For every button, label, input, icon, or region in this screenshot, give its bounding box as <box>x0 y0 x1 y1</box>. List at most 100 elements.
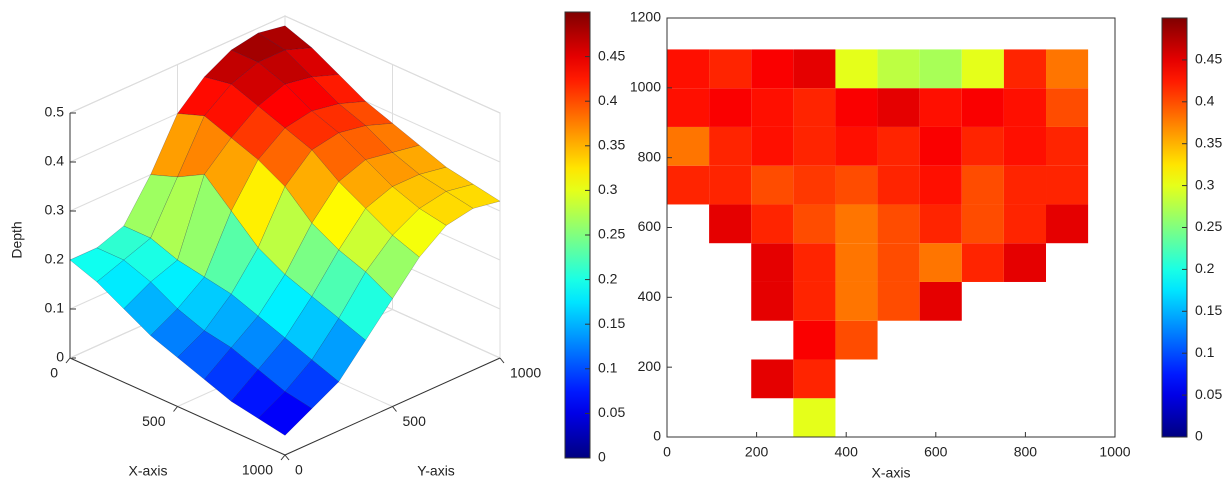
heat-cell <box>835 88 878 127</box>
x-tick-label: 200 <box>745 444 769 460</box>
surface-patch <box>338 271 393 341</box>
heat-cell <box>961 165 1004 205</box>
colorbar-tick-label: 0.35 <box>598 137 625 153</box>
colorbar-tick-label: 0.2 <box>598 270 618 286</box>
colorbar-tick-label: 0.4 <box>1195 93 1215 109</box>
heat-cell <box>1003 243 1047 282</box>
heat-cell <box>1046 88 1089 127</box>
heat-cell <box>877 243 920 282</box>
heat-cell <box>835 49 878 89</box>
y-tick-label: 800 <box>638 148 662 164</box>
colorbar-tick-label: 0.2 <box>1195 260 1215 276</box>
heat-cell <box>835 320 878 360</box>
heat-cell <box>793 398 836 437</box>
heat-cell <box>751 126 794 166</box>
heat-cell <box>835 243 878 282</box>
x-tick-label: 800 <box>1014 444 1038 460</box>
heat-cell <box>961 49 1004 89</box>
x-tick-label: 0 <box>663 444 671 460</box>
heat-cell <box>751 204 794 244</box>
heat-cell <box>919 165 962 205</box>
x-tick-label: 400 <box>835 444 859 460</box>
heat-cell <box>751 359 794 399</box>
surface-patch <box>257 391 313 436</box>
colorbar-tick-label: 0.45 <box>598 47 625 63</box>
heat-cell <box>877 281 920 321</box>
heat-cell <box>667 126 710 166</box>
heat-cell <box>1046 204 1089 244</box>
heat-cell <box>961 243 1004 282</box>
heat-cell <box>1003 126 1047 166</box>
heat-cell <box>919 49 962 89</box>
colorbar-tick-label: 0.1 <box>1195 344 1215 360</box>
heat-cell <box>709 49 752 89</box>
x-tick-label: 0 <box>50 365 58 381</box>
heat-cell <box>793 320 836 360</box>
heat-cell <box>667 49 710 89</box>
heat-cell <box>877 126 920 166</box>
heat-cell <box>751 243 794 282</box>
y-tick-label: 1000 <box>510 365 541 381</box>
heat-cell <box>667 88 710 127</box>
heat-cell <box>961 204 1004 244</box>
z-tick-label: 0.3 <box>45 202 65 218</box>
y-tick-label: 500 <box>403 413 427 429</box>
heat-cell <box>919 204 962 244</box>
colorbar-tick-label: 0.15 <box>598 315 625 331</box>
heat-cell <box>1003 49 1047 89</box>
heat-cell <box>961 88 1004 127</box>
heat-cell <box>793 49 836 89</box>
colorbar-tick-label: 0.3 <box>598 181 618 197</box>
heat-cell <box>1046 165 1089 205</box>
x-tick <box>173 406 178 412</box>
colorbar-tick-label: 0.15 <box>1195 302 1222 318</box>
heat-cell <box>961 126 1004 166</box>
colorbar-tick-label: 0.4 <box>598 92 618 108</box>
heat-cell <box>919 88 962 127</box>
heat-cell <box>793 359 836 399</box>
y-tick <box>284 454 290 461</box>
heat-cell <box>835 126 878 166</box>
heat-cell <box>1003 204 1047 244</box>
y-tick <box>499 357 505 364</box>
heat-cell <box>1046 49 1089 89</box>
z-tick-label: 0.1 <box>45 300 65 316</box>
colorbar-tick-label: 0 <box>598 449 606 465</box>
axis-line <box>284 357 501 456</box>
heat-cell <box>877 88 920 127</box>
surface-patch <box>284 359 340 409</box>
y-tick-label: 400 <box>638 288 662 304</box>
heat-cell <box>667 165 710 205</box>
y-tick-label: 200 <box>638 358 662 374</box>
heat-cell <box>793 204 836 244</box>
colorbar-tick-label: 0.45 <box>1195 51 1222 67</box>
x-tick-label: 600 <box>924 444 948 460</box>
heat-cell <box>751 49 794 89</box>
colorbar-tick-label: 0.1 <box>598 360 618 376</box>
heat-cell <box>793 88 836 127</box>
heat-cell <box>835 165 878 205</box>
heat-cell <box>1046 126 1089 166</box>
y-tick-label: 0 <box>295 462 303 478</box>
colorbar-tick-label: 0.05 <box>1195 386 1222 402</box>
heat-cell <box>919 281 962 321</box>
heat-cell <box>751 165 794 205</box>
heat-cell <box>877 204 920 244</box>
x-axis-label: X-axis <box>129 463 168 479</box>
x-axis-label: X-axis <box>872 465 911 481</box>
z-tick-label: 0.2 <box>45 251 65 267</box>
heat-cell <box>877 165 920 205</box>
y-tick-label: 1000 <box>630 79 661 95</box>
heat-cell <box>709 126 752 166</box>
heat-cell <box>919 126 962 166</box>
colorbar-tick-label: 0.35 <box>1195 134 1222 150</box>
heat-cell <box>793 281 836 321</box>
heat-cell <box>793 126 836 166</box>
x-tick-label: 500 <box>142 413 166 429</box>
heat-cell <box>877 49 920 89</box>
heat-cell <box>1003 165 1047 205</box>
heat-cell <box>835 204 878 244</box>
z-tick-label: 0.5 <box>45 104 65 120</box>
z-tick-label: 0.4 <box>45 153 65 169</box>
